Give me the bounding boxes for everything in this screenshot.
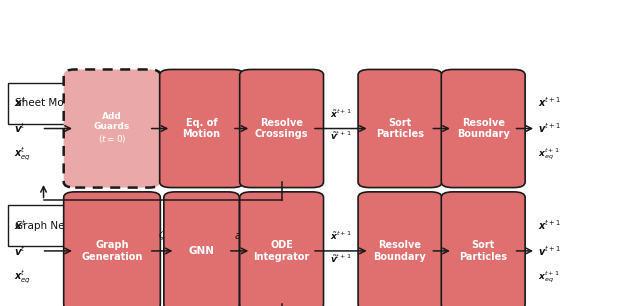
FancyBboxPatch shape [160, 69, 244, 188]
Text: $\boldsymbol{x}^t$: $\boldsymbol{x}^t$ [14, 218, 26, 232]
FancyBboxPatch shape [63, 69, 160, 188]
FancyBboxPatch shape [164, 192, 239, 306]
Text: $\boldsymbol{x}_{eq}^{t+1}$: $\boldsymbol{x}_{eq}^{t+1}$ [538, 269, 560, 285]
Text: ODE
Integrator: ODE Integrator [253, 240, 310, 262]
FancyBboxPatch shape [240, 192, 324, 306]
Text: $\boldsymbol{x}^t$: $\boldsymbol{x}^t$ [14, 95, 26, 110]
Text: Sheet Model (Synchronous): Sheet Model (Synchronous) [15, 98, 159, 108]
Text: Sort
Particles: Sort Particles [376, 118, 424, 139]
Text: $\tilde{\boldsymbol{v}}^{t+1}$: $\tilde{\boldsymbol{v}}^{t+1}$ [330, 252, 351, 265]
Text: $\boldsymbol{x}_{eq}^t$: $\boldsymbol{x}_{eq}^t$ [14, 268, 31, 285]
Text: $\tilde{\boldsymbol{v}}^{t+1}$: $\tilde{\boldsymbol{v}}^{t+1}$ [330, 130, 351, 142]
Text: $\mathcal{G}$: $\mathcal{G}$ [158, 230, 166, 242]
Text: Graph
Generation: Graph Generation [81, 240, 143, 262]
FancyBboxPatch shape [358, 192, 442, 306]
Bar [8, 83, 164, 124]
Text: Sort
Particles: Sort Particles [460, 240, 507, 262]
Bar [8, 205, 148, 246]
Text: Graph Network Simulator: Graph Network Simulator [15, 221, 148, 231]
FancyBboxPatch shape [358, 69, 442, 188]
Text: Eq. of
Motion: Eq. of Motion [182, 118, 221, 139]
Text: $\boldsymbol{x}_{eq}^t$: $\boldsymbol{x}_{eq}^t$ [14, 146, 31, 163]
Text: $\boldsymbol{v}^t$: $\boldsymbol{v}^t$ [14, 244, 26, 258]
FancyBboxPatch shape [442, 69, 525, 188]
Text: $\boldsymbol{v}^t$: $\boldsymbol{v}^t$ [14, 121, 26, 136]
Text: $\boldsymbol{v}^{t+1}$: $\boldsymbol{v}^{t+1}$ [538, 121, 561, 136]
Text: Resolve
Crossings: Resolve Crossings [255, 118, 308, 139]
Text: $\boldsymbol{x}_{eq}^{t+1}$: $\boldsymbol{x}_{eq}^{t+1}$ [538, 147, 560, 162]
Text: $a^t$: $a^t$ [234, 228, 246, 242]
Text: Resolve
Boundary: Resolve Boundary [457, 118, 509, 139]
Text: $\boldsymbol{x}^{t+1}$: $\boldsymbol{x}^{t+1}$ [538, 95, 561, 110]
Text: GNN: GNN [189, 246, 214, 256]
FancyBboxPatch shape [240, 69, 324, 188]
Text: Resolve
Boundary: Resolve Boundary [374, 240, 426, 262]
Text: Add
Guards
$(t = 0)$: Add Guards $(t = 0)$ [94, 112, 130, 145]
Text: $\boldsymbol{v}^{t+1}$: $\boldsymbol{v}^{t+1}$ [538, 244, 561, 258]
Text: $\tilde{\boldsymbol{x}}^{t+1}$: $\tilde{\boldsymbol{x}}^{t+1}$ [330, 230, 352, 242]
FancyBboxPatch shape [63, 192, 160, 306]
Text: $\tilde{\boldsymbol{x}}^{t+1}$: $\tilde{\boldsymbol{x}}^{t+1}$ [330, 108, 352, 120]
Text: $\boldsymbol{x}^{t+1}$: $\boldsymbol{x}^{t+1}$ [538, 218, 561, 232]
FancyBboxPatch shape [442, 192, 525, 306]
